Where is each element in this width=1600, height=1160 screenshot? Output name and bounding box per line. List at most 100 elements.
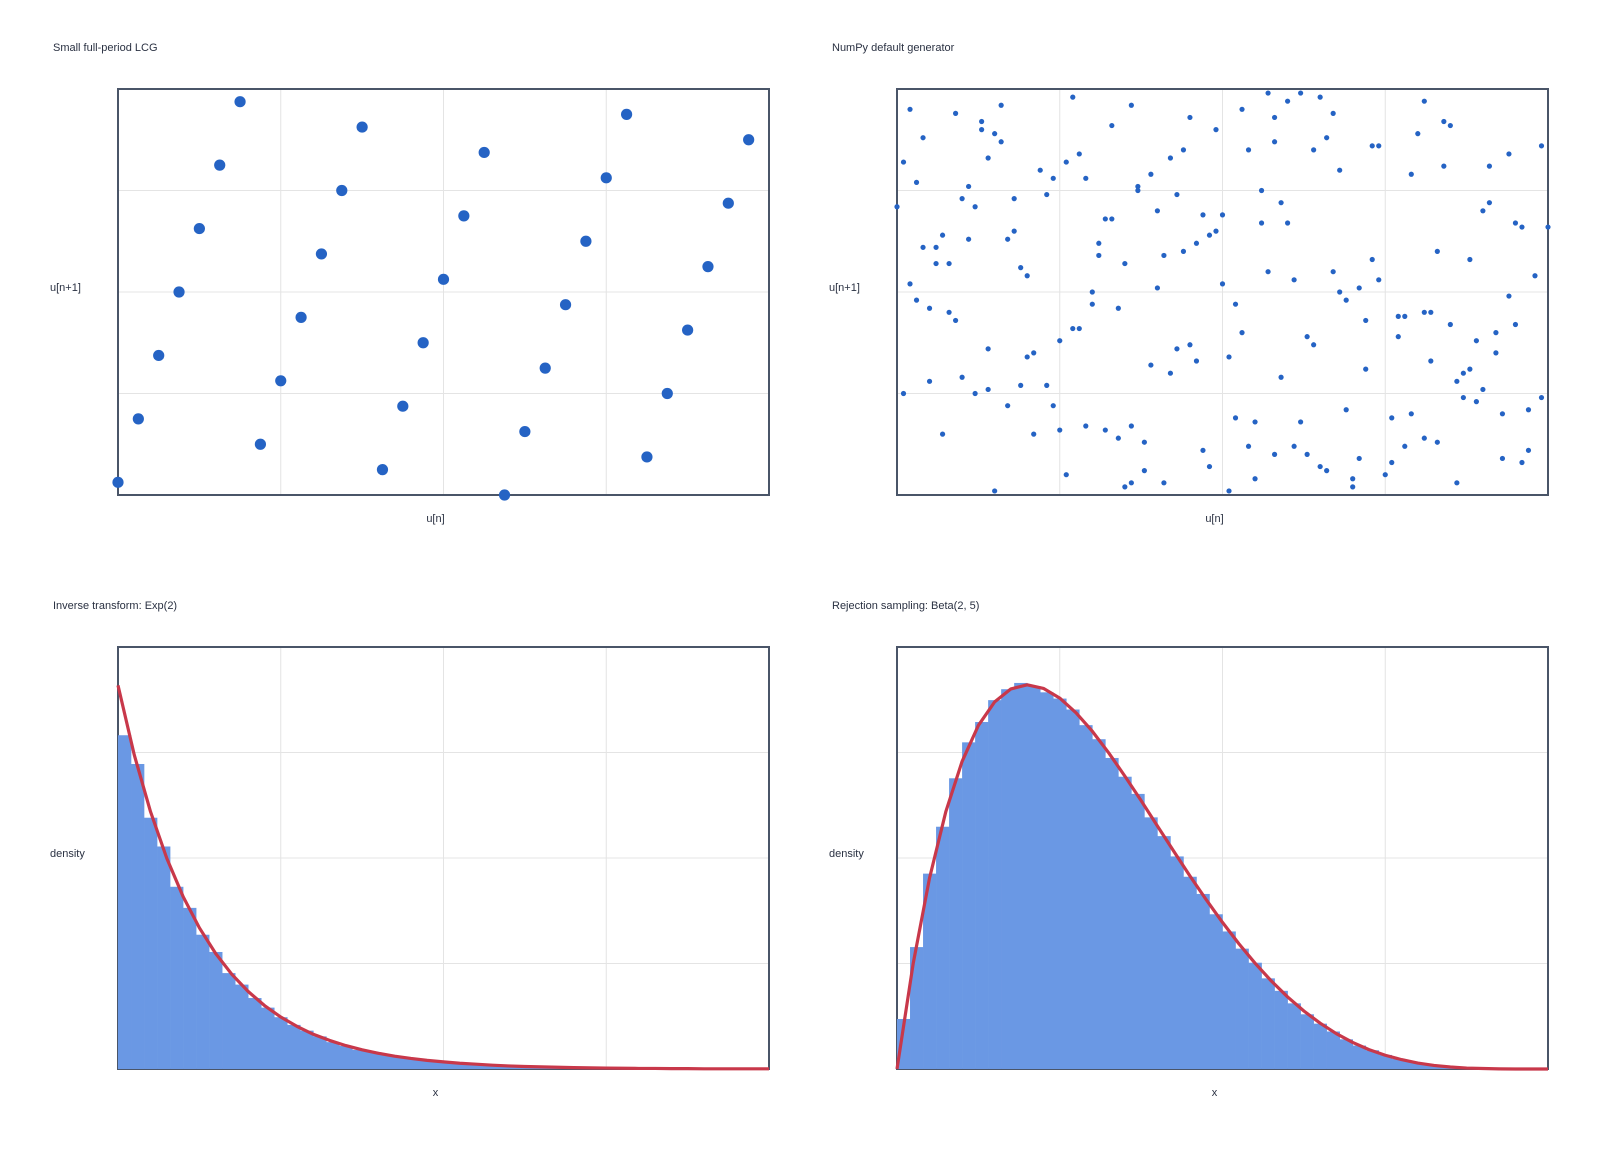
histogram-bar (1248, 962, 1262, 1069)
point (1434, 248, 1440, 254)
point (295, 311, 307, 323)
point (1167, 370, 1174, 376)
point (1154, 285, 1160, 291)
point (920, 135, 926, 141)
point (1193, 358, 1200, 364)
point (1291, 443, 1297, 449)
point (1232, 301, 1239, 307)
panel-title: NumPy default generator (832, 42, 955, 54)
point (1031, 350, 1037, 356)
point (992, 488, 998, 494)
point (275, 375, 287, 387)
y-axis-label: u[n+1] (50, 282, 81, 294)
point (1258, 220, 1265, 226)
point (376, 464, 389, 476)
point (1538, 394, 1545, 401)
point (1135, 187, 1141, 194)
histogram-bar (482, 1064, 496, 1069)
point (1519, 459, 1525, 466)
y-axis-label: u[n+1] (829, 282, 860, 294)
histogram-bar (378, 1054, 392, 1069)
y-axis-label: density (829, 848, 864, 860)
histogram-bar (365, 1051, 379, 1069)
point (1499, 411, 1506, 417)
point (1356, 285, 1362, 291)
histogram-bar (430, 1061, 444, 1069)
point (972, 390, 978, 397)
point (1174, 346, 1180, 352)
point (1206, 463, 1213, 470)
point (417, 337, 429, 349)
point (1219, 281, 1226, 287)
point (1200, 447, 1206, 453)
point (1050, 403, 1056, 409)
histogram-bar (274, 1017, 288, 1069)
point (702, 261, 714, 273)
point (1408, 171, 1414, 177)
histogram-bar (235, 984, 249, 1069)
point (661, 387, 673, 400)
point (1278, 200, 1284, 206)
histogram-bar (910, 947, 924, 1069)
point (1200, 212, 1206, 218)
histogram-bar (1404, 1061, 1419, 1069)
point (985, 386, 991, 393)
point (1109, 122, 1115, 129)
point (1057, 427, 1063, 433)
point (1213, 228, 1219, 234)
point (894, 204, 900, 210)
point (1167, 155, 1174, 161)
point (1076, 151, 1082, 157)
histogram-bar (443, 1062, 457, 1069)
point (1265, 90, 1271, 96)
point (1122, 484, 1128, 490)
point (1330, 269, 1336, 275)
point (1467, 256, 1473, 263)
point (1239, 330, 1245, 336)
point (1161, 252, 1167, 259)
histogram-bar (949, 778, 963, 1069)
histogram-bar (469, 1064, 483, 1069)
point (1018, 265, 1024, 271)
point (1343, 407, 1349, 413)
point (913, 179, 920, 185)
histogram-bar (196, 934, 210, 1069)
histogram-bar (1183, 876, 1197, 1069)
point (1447, 321, 1453, 328)
point (1031, 431, 1037, 437)
histogram-bar (222, 973, 236, 1069)
point (1193, 240, 1200, 246)
histogram-bar (1222, 931, 1236, 1069)
point (966, 183, 972, 190)
point (1324, 135, 1330, 141)
point (966, 236, 972, 242)
histogram-bar (923, 873, 937, 1069)
point (979, 118, 985, 125)
point (1525, 447, 1532, 453)
x-axis-label: x (1212, 1087, 1218, 1099)
point (1512, 220, 1519, 226)
point (907, 281, 913, 287)
point (336, 184, 348, 197)
point (1096, 240, 1102, 246)
point (1005, 236, 1011, 242)
histogram-bar (1066, 709, 1080, 1069)
point (1070, 325, 1076, 332)
point (1473, 399, 1479, 405)
point (1337, 167, 1343, 173)
plot-frame (117, 88, 770, 496)
point (998, 102, 1004, 108)
histogram-bar (1391, 1058, 1406, 1069)
point (1454, 480, 1460, 486)
point (1044, 191, 1050, 198)
point (112, 476, 124, 488)
histogram-bar (1300, 1014, 1314, 1069)
point (1343, 297, 1349, 303)
point (153, 349, 165, 362)
density-curve (895, 683, 1548, 1071)
point (620, 108, 633, 120)
point (1480, 386, 1486, 393)
point (1206, 232, 1213, 238)
point (1460, 394, 1466, 401)
